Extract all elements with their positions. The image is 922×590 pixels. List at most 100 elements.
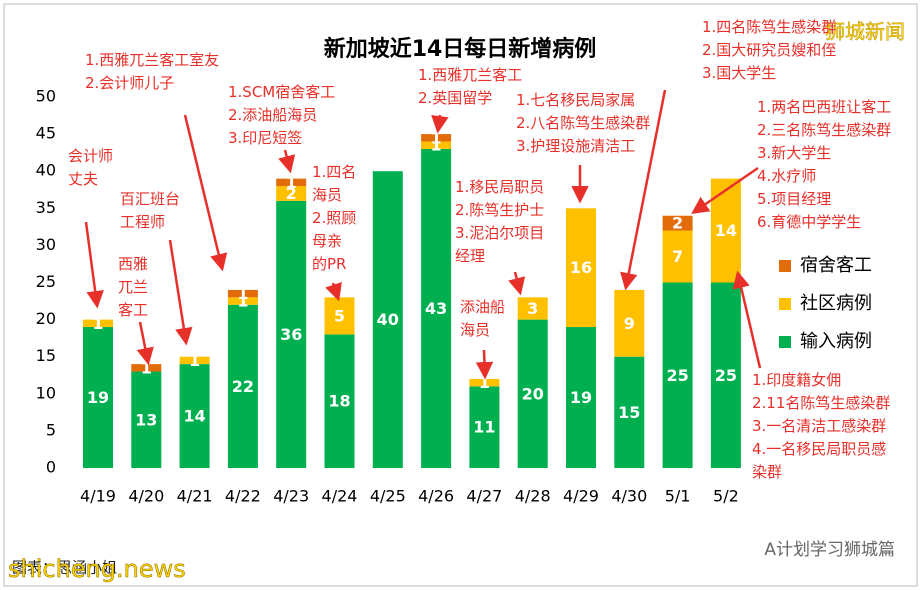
y-tick-label: 35: [36, 198, 56, 217]
annotation: 母亲: [312, 232, 342, 250]
annotation: 2.11名陈笃生感染群: [752, 394, 890, 412]
annotation: 经理: [455, 247, 485, 265]
annotation: 1.移民局职员: [455, 178, 544, 196]
bar-segment: [710, 282, 741, 468]
bar-segment: [421, 134, 452, 142]
annotation-arrow: [136, 321, 154, 366]
annotation: 3.国大学生: [702, 64, 776, 82]
annotation-arrow: [183, 114, 228, 272]
value-label: 1: [237, 292, 248, 311]
site-watermark: shicheng.news: [8, 555, 186, 583]
bar-segment: [131, 364, 162, 372]
annotation: 2.三名陈笃生感染群: [757, 121, 891, 139]
annotation: 西雅: [118, 255, 148, 273]
bar-segment: [469, 386, 500, 468]
annotation: 3.护理设施清洁工: [516, 137, 635, 155]
annotation-arrow: [431, 114, 449, 134]
value-label: 22: [232, 377, 254, 396]
annotation: 5.项目经理: [757, 190, 831, 208]
x-tick-label: 4/27: [466, 487, 502, 506]
bar-segment: [372, 171, 403, 468]
annotation-arrow: [325, 281, 342, 302]
annotation: 添油船: [460, 298, 505, 316]
value-label: 1: [431, 136, 442, 155]
bar-segment: [227, 289, 258, 298]
bar-segment: [227, 297, 258, 305]
bar-segment: [324, 297, 355, 335]
value-label: 1: [141, 358, 152, 377]
value-label: 2: [286, 184, 297, 203]
bar-segment: [179, 364, 210, 468]
wechat-watermark: A计划学习狮城篇: [764, 540, 895, 560]
legend-swatch: [779, 260, 791, 272]
bar-segment: [276, 178, 307, 187]
annotation: 1.西雅兀兰客工: [418, 66, 522, 84]
bar-segment: [662, 282, 693, 468]
annotation: 2.国大研究员嫂和侄: [702, 41, 836, 59]
legend-label: 输入病例: [800, 331, 872, 352]
bar-segment: [421, 141, 452, 149]
x-tick-label: 4/28: [515, 487, 551, 506]
annotation: 1.两名巴西班让客工: [757, 98, 891, 116]
y-tick-label: 15: [36, 346, 56, 365]
bar-segment: [614, 356, 645, 468]
bar-segment: [276, 200, 307, 468]
y-tick-label: 5: [46, 420, 56, 439]
value-label: 13: [135, 410, 157, 429]
annotation: 3.泥泊尔项目: [455, 224, 544, 242]
annotation: 6.育德中学学生: [757, 213, 861, 231]
bar-segment: [83, 327, 113, 468]
bar-segment: [179, 356, 210, 365]
y-tick-label: 45: [36, 124, 56, 143]
chart-title: 新加坡近14日每日新增病例: [324, 36, 597, 62]
annotation: 2.八名陈笃生感染群: [516, 114, 650, 132]
annotation: 3.一名清洁工感染群: [752, 417, 886, 435]
annotation: 4.一名移民局职员感: [752, 440, 886, 458]
y-tick-label: 30: [36, 235, 56, 254]
bar-segment: [83, 319, 113, 328]
bar-segment: [517, 319, 548, 468]
value-label: 1: [237, 284, 248, 303]
brand-watermark: 狮城新闻: [825, 20, 905, 44]
annotation: 1.SCM宿舍客工: [228, 83, 335, 101]
value-label: 1: [92, 314, 103, 333]
annotation: 丈夫: [68, 170, 98, 188]
value-label: 1: [189, 351, 200, 370]
value-label: 40: [377, 310, 399, 329]
annotation: 染群: [752, 463, 782, 481]
annotation: 1.印度籍女佣: [752, 371, 841, 389]
value-label: 2: [672, 214, 683, 233]
annotation: 2.照顾: [312, 209, 356, 227]
bar-segment: [421, 148, 452, 468]
annotation: 兀兰: [118, 278, 148, 296]
annotation: 3.新大学生: [757, 144, 831, 162]
x-tick-label: 4/26: [418, 487, 454, 506]
bar-segment: [614, 289, 645, 357]
value-label: 9: [624, 314, 635, 333]
bar-segment: [566, 327, 596, 468]
annotation: 1.四名陈笃生感染群: [702, 18, 836, 36]
legend-swatch: [779, 298, 791, 310]
x-tick-label: 4/30: [611, 487, 647, 506]
annotation: 客工: [118, 301, 148, 319]
y-tick-label: 0: [46, 458, 56, 477]
x-tick-label: 5/1: [665, 487, 691, 506]
annotation: 2.英国留学: [418, 89, 492, 107]
value-label: 14: [715, 221, 737, 240]
value-label: 18: [328, 392, 350, 411]
bar-segment: [517, 297, 548, 320]
bar-segment: [566, 208, 596, 328]
annotation: 工程师: [120, 213, 165, 231]
bar-segment: [324, 334, 355, 468]
value-label: 16: [570, 258, 592, 277]
annotation-arrow: [84, 221, 104, 309]
legend-label: 社区病例: [800, 293, 872, 314]
frame: [3, 3, 918, 587]
bar-segment: [662, 215, 693, 231]
annotation: 1.西雅兀兰客工室友: [85, 51, 219, 69]
x-tick-label: 4/29: [563, 487, 599, 506]
annotation-arrow: [508, 271, 526, 296]
value-label: 20: [522, 384, 544, 403]
x-tick-label: 4/22: [225, 487, 261, 506]
